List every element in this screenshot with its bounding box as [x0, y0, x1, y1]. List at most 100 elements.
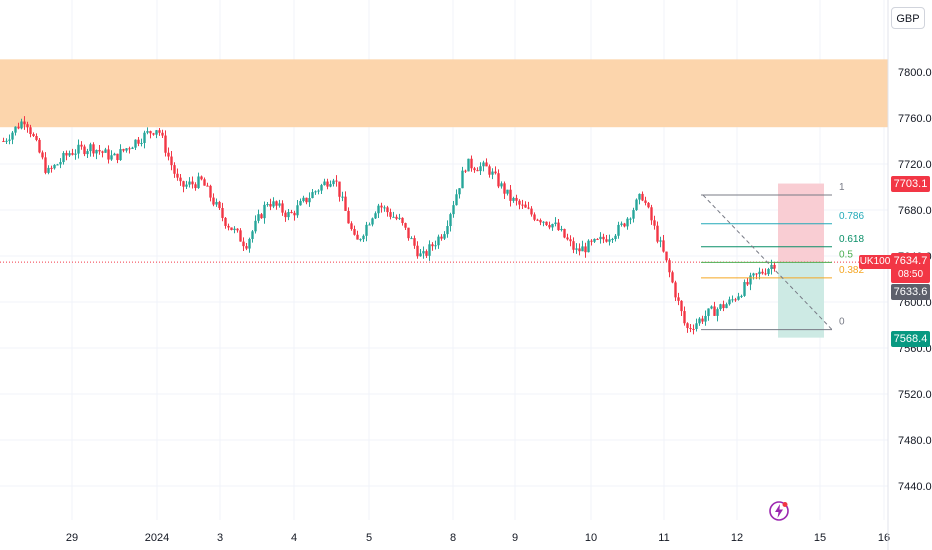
candle-body	[71, 153, 74, 155]
fib-top-price-badge: 7703.1	[891, 176, 930, 192]
candle-body	[455, 194, 458, 206]
candle-body	[452, 205, 455, 215]
candle-body	[605, 239, 608, 242]
lightning-logo-icon[interactable]	[768, 500, 790, 522]
candle-body	[401, 217, 404, 224]
candle-body	[551, 224, 554, 228]
candle-body	[107, 149, 110, 160]
candle-body	[275, 201, 278, 206]
candle-body	[581, 246, 584, 252]
candle-body	[440, 236, 443, 239]
candle-body	[413, 238, 416, 246]
candle-body	[131, 147, 134, 149]
take-profit-zone[interactable]	[778, 262, 824, 338]
fib-level-label: 1	[839, 182, 845, 193]
candle-body	[755, 273, 758, 275]
time-tick-label: 12	[731, 532, 743, 544]
bar-countdown: 08:50	[897, 269, 924, 280]
candle-body	[134, 139, 137, 148]
candle-body	[764, 273, 767, 275]
fib-trend-line[interactable]	[702, 194, 833, 330]
candle-body	[650, 207, 653, 221]
candle-body	[215, 201, 218, 205]
candle-body	[674, 282, 677, 298]
time-tick-label: 3	[217, 532, 223, 544]
candle-body	[749, 275, 752, 285]
candle-body	[584, 246, 587, 253]
stop-loss-zone[interactable]	[778, 183, 824, 263]
candle-body	[329, 184, 332, 187]
candle-body	[503, 183, 506, 194]
candle-body	[176, 173, 179, 178]
candle-body	[17, 126, 20, 129]
candle-body	[479, 166, 482, 172]
candle-body	[2, 141, 5, 142]
price-axis[interactable]: 7440.07480.07520.07560.07600.07640.07680…	[898, 67, 932, 493]
fibonacci-retracement[interactable]: 1 0.786 0.618 0.5 0.382 0	[701, 182, 864, 331]
candle-body	[86, 151, 89, 155]
candle-body	[374, 213, 377, 219]
candle-body	[218, 201, 221, 209]
candle-body	[392, 216, 395, 218]
candle-body	[542, 221, 545, 223]
candle-body	[509, 189, 512, 201]
supply-zone[interactable]	[0, 59, 888, 128]
candle-body	[728, 299, 731, 305]
candle-body	[197, 176, 200, 189]
candle-body	[269, 204, 272, 207]
candle-body	[248, 238, 251, 249]
candle-body	[590, 240, 593, 242]
candle-body	[482, 162, 485, 167]
candle-body	[623, 223, 626, 227]
candle-body	[524, 204, 527, 208]
candle-body	[632, 210, 635, 219]
candle-body	[377, 205, 380, 214]
candle-body	[416, 245, 419, 257]
candle-body	[680, 300, 683, 312]
time-axis[interactable]: 29 2024 3 4 5 8 9 10 11 12 15 16	[66, 532, 890, 544]
candle-body	[371, 218, 374, 225]
candle-body	[296, 205, 299, 216]
candle-body	[89, 144, 92, 152]
candle-body	[125, 148, 128, 151]
candle-body	[716, 309, 719, 316]
candle-body	[512, 197, 515, 201]
candle-body	[353, 229, 356, 235]
candle-body	[77, 144, 80, 154]
candle-body	[203, 179, 206, 186]
candle-body	[59, 162, 62, 165]
candle-body	[677, 297, 680, 301]
candle-body	[179, 177, 182, 182]
candle-body	[80, 144, 83, 147]
candle-body	[419, 253, 422, 257]
price-tick-label: 7440.0	[898, 481, 932, 493]
candle-body	[164, 135, 167, 153]
time-tick-label: 11	[658, 532, 669, 544]
candle-body	[701, 318, 704, 322]
candle-body	[665, 251, 668, 261]
candle-body	[533, 214, 536, 220]
currency-button[interactable]: GBP	[891, 7, 925, 29]
candle-body	[662, 240, 665, 252]
candle-body	[308, 198, 311, 203]
candle-body	[422, 251, 425, 254]
candle-body	[575, 248, 578, 250]
candle-body	[227, 225, 230, 228]
candle-body	[299, 201, 302, 206]
candle-body	[182, 181, 185, 187]
candle-body	[359, 239, 362, 241]
candle-body	[695, 323, 698, 330]
candle-body	[629, 218, 632, 220]
candle-body	[278, 203, 281, 206]
candle-body	[317, 190, 320, 192]
candle-body	[437, 236, 440, 246]
candle-body	[212, 197, 215, 205]
time-tick-label: 16	[878, 532, 890, 544]
candle-body	[617, 224, 620, 236]
candle-body	[470, 158, 473, 169]
candle-body	[722, 304, 725, 309]
candle-body	[539, 220, 542, 223]
candle-body	[410, 238, 413, 240]
candle-body	[566, 237, 569, 240]
